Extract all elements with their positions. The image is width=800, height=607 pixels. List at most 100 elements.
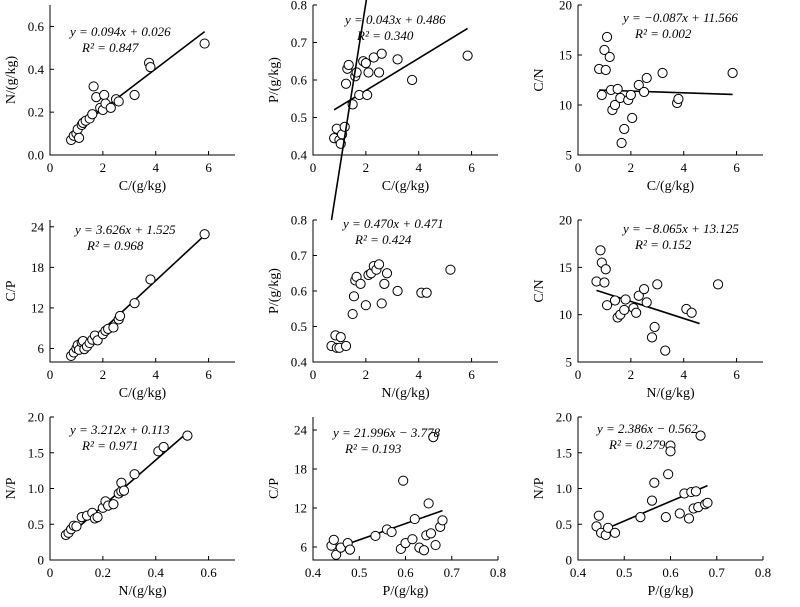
data-point — [340, 78, 352, 89]
y-tick-label: 0.7 — [291, 35, 308, 50]
x-axis-label: N/(g/kg) — [381, 386, 430, 401]
data-point — [601, 31, 613, 43]
y-tick-label: 0.0 — [28, 148, 44, 163]
r-squared: R² = 0.193 — [344, 441, 402, 456]
scatter-panel-1: 0 2 4 6 0.0 0.2 0.4 0.6 C/(g/kg) N/(g/kg) y = 0.09… — [4, 5, 235, 194]
x-tick-label: 0 — [47, 565, 54, 580]
data-point — [609, 527, 621, 538]
x-tick-label: 0.7 — [444, 565, 461, 580]
r-squared: R² = 0.340 — [356, 28, 414, 43]
data-point — [88, 81, 99, 92]
data-point — [199, 38, 210, 49]
scatter-panel-6: 0 2 4 6 5 10 15 20 N/(g/kg) C/N y = −8.065x + 13.1… — [532, 213, 763, 401]
y-tick-label: 20 — [559, 213, 572, 228]
data-point — [633, 79, 644, 91]
y-tick-label: 0.5 — [291, 110, 307, 125]
y-tick-label: 5 — [566, 148, 573, 163]
data-point — [87, 109, 98, 120]
y-tick-label: 0 — [38, 553, 45, 568]
data-point — [73, 132, 85, 143]
data-point — [428, 432, 439, 443]
data-point — [118, 485, 130, 496]
data-point — [660, 512, 671, 523]
x-tick-label: 4 — [415, 367, 422, 382]
y-tick-label: 10 — [559, 98, 572, 113]
data-point — [376, 48, 387, 59]
x-tick-label: 6 — [205, 367, 212, 382]
data-point — [425, 528, 437, 539]
regression-line — [330, 0, 368, 221]
x-tick-label: 2 — [363, 367, 370, 382]
data-point — [663, 469, 674, 480]
y-tick-label: 12 — [294, 501, 307, 516]
x-tick-label: 0.6 — [200, 565, 217, 580]
data-point — [363, 67, 374, 78]
data-point — [339, 121, 350, 132]
data-point — [328, 534, 339, 545]
x-tick-label: 0.6 — [662, 565, 679, 580]
data-point — [376, 298, 387, 309]
data-point — [108, 499, 119, 510]
x-axis-label: P/(g/kg) — [648, 584, 694, 599]
x-tick-label: 4 — [152, 367, 159, 382]
data-point — [392, 54, 403, 65]
data-point — [335, 332, 346, 343]
y-tick-label: 0.5 — [291, 319, 307, 334]
y-tick-label: 6 — [38, 341, 45, 356]
regression-equation: y = 3.212x + 0.113 — [68, 422, 170, 437]
x-tick-label: 2 — [628, 160, 635, 175]
x-tick-label: 0 — [575, 160, 582, 175]
y-tick-label: 6 — [301, 540, 308, 555]
x-axis-label: N/(g/kg) — [646, 386, 695, 401]
x-tick-label: 0.8 — [490, 565, 506, 580]
x-axis-label: C/(g/kg) — [119, 179, 167, 194]
y-tick-label: 0.6 — [291, 73, 308, 88]
data-point — [727, 67, 738, 79]
data-point — [646, 495, 658, 506]
data-point — [612, 83, 623, 95]
data-point — [360, 58, 371, 69]
data-point — [599, 277, 610, 288]
x-tick-label: 0.6 — [397, 565, 414, 580]
scatter-panel-8: 0.4 0.5 0.6 0.7 0.8 6 12 18 24 P/(g/kg) C/P y = 21.… — [267, 417, 506, 599]
data-point — [398, 475, 409, 486]
x-tick-label: 6 — [205, 160, 212, 175]
y-axis-label: P/(g/kg) — [267, 57, 282, 103]
data-point — [646, 332, 658, 343]
data-point — [604, 51, 615, 63]
y-tick-label: 18 — [31, 260, 44, 275]
y-tick-label: 15 — [559, 48, 572, 63]
data-point — [105, 102, 116, 113]
data-point — [355, 278, 366, 289]
x-tick-label: 0 — [310, 160, 317, 175]
data-point — [340, 340, 352, 352]
data-point — [641, 72, 652, 84]
y-tick-label: 1.5 — [556, 445, 572, 460]
y-tick-label: 0.6 — [291, 284, 308, 299]
data-point — [158, 441, 169, 453]
regression-equation: y = 3.626x + 1.525 — [73, 222, 176, 237]
data-point — [423, 498, 434, 509]
data-point — [430, 539, 441, 551]
data-point — [595, 245, 606, 256]
r-squared: R² = 0.968 — [86, 238, 144, 253]
regression-equation: y = −8.065x + 13.125 — [621, 221, 739, 236]
data-point — [462, 50, 473, 61]
y-tick-label: 2.0 — [556, 410, 572, 425]
y-tick-label: 24 — [294, 423, 308, 438]
data-point — [71, 521, 82, 532]
data-point — [641, 297, 652, 308]
y-tick-label: 0.8 — [291, 0, 307, 13]
x-tick-label: 0.4 — [148, 565, 165, 580]
axis-lines — [49, 417, 235, 561]
data-point — [625, 89, 636, 101]
y-tick-label: 0.5 — [28, 517, 44, 532]
x-tick-label: 6 — [733, 160, 740, 175]
data-point — [602, 522, 614, 533]
data-point — [392, 285, 403, 297]
y-axis-label: C/N — [532, 68, 547, 91]
x-axis-label: C/(g/kg) — [647, 179, 695, 194]
x-tick-label: 0 — [310, 367, 317, 382]
x-axis-label: C/(g/kg) — [119, 386, 167, 401]
